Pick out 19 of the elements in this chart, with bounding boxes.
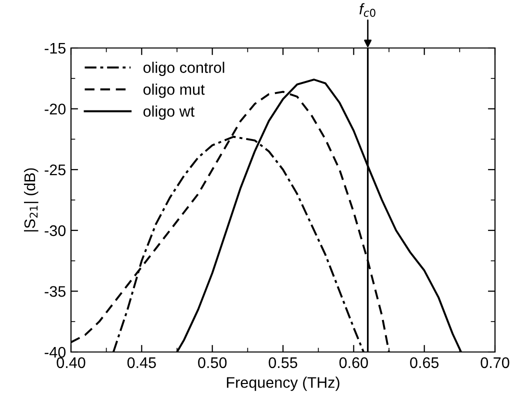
legend-label: oligo mut [143,84,205,98]
y-tick-label: -15 [44,43,66,54]
x-axis-title: Frequency (THz) [226,376,340,391]
x-tick-label: 0.65 [410,357,439,368]
legend-label: oligo control [143,62,224,76]
y-tick-label: -35 [44,286,66,297]
y-tick-label: -20 [44,104,66,114]
ref-line-label: f$_{c0}$ [360,3,376,17]
x-tick-label: 0.70 [480,357,510,368]
y-tick-label: -40 [44,346,66,358]
x-tick-label: 0.40 [56,357,86,368]
legend-label: oligo wt [143,106,194,120]
x-tick-label: 0.60 [339,357,368,368]
x-tick-label: 0.55 [268,357,298,368]
y-tick-label: -30 [44,225,66,236]
x-tick-label: 0.50 [198,357,227,368]
y-tick-label: -25 [44,164,66,176]
x-tick-label: 0.45 [127,357,156,368]
y-axis-title: |S$_{21}$| (dB) [24,168,38,232]
